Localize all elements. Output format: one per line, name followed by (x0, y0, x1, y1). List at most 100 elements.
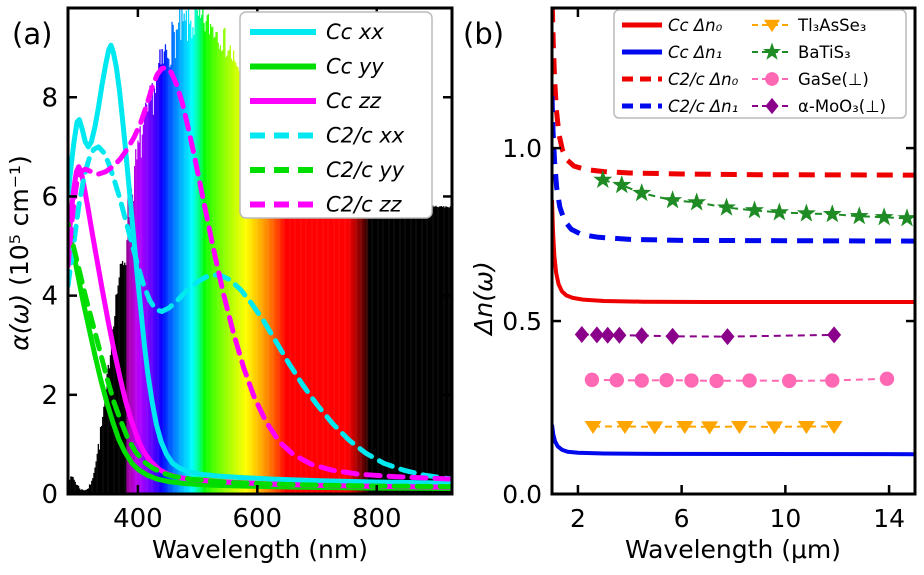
legend-b-box (613, 9, 907, 119)
spectrum-strip (280, 161, 282, 493)
series--moo- (574, 326, 842, 346)
spectrum-strip (410, 204, 412, 493)
triangle-down-marker (731, 421, 748, 434)
spectrum-strip (295, 182, 297, 493)
spectrum-strip (391, 203, 393, 493)
star-marker (849, 206, 869, 225)
spectrum-strip (316, 198, 318, 493)
spectrum-strip (340, 204, 343, 493)
spectrum-strip (393, 203, 395, 493)
spectrum-strip (91, 480, 93, 493)
spectrum-strip (307, 192, 310, 493)
panel-b-letter: (b) (463, 17, 504, 51)
spectrum-strip (346, 205, 348, 493)
spectrum-strip (368, 205, 370, 493)
spectrum-strip (235, 62, 237, 493)
spectrum-strip (164, 44, 167, 493)
spectrum-strip (323, 200, 325, 493)
spectrum-strip (83, 490, 85, 493)
spectrum-strip (69, 479, 71, 493)
spectrum-strip (421, 206, 423, 493)
spectrum-strip (98, 449, 101, 493)
spectrum-strip (180, 39, 182, 493)
spectrum-strip (212, 26, 214, 493)
spectrum-strip (303, 189, 305, 493)
spectrum-strip (343, 205, 345, 493)
spectrum-strip (109, 355, 112, 493)
x-tick-label: 600 (232, 504, 282, 534)
spectrum-strip (349, 204, 351, 493)
triangle-down-marker (701, 421, 719, 435)
spectrum-strip (390, 204, 392, 493)
spectrum-strip (285, 171, 288, 493)
spectrum-strip (80, 489, 82, 493)
spectrum-strip (262, 128, 264, 493)
triangle-down-marker (797, 421, 815, 434)
triangle-down-marker (766, 421, 783, 435)
spectrum-strip (351, 206, 354, 493)
spectrum-strip (258, 117, 260, 493)
spectrum-strip (130, 188, 132, 493)
curve-c2-c-zz (69, 65, 451, 482)
spectrum-strip (206, 15, 208, 493)
spectrum-strip (116, 293, 118, 493)
spectrum-strip (121, 261, 124, 493)
spectrum-strip (433, 206, 435, 493)
circle-marker (709, 373, 724, 389)
spectrum-strip (145, 102, 147, 493)
spectrum-strip (376, 204, 378, 493)
spectrum-strip (270, 144, 272, 493)
legend-b-label: Cc Δn₀ (668, 16, 723, 35)
spectrum-strip (446, 206, 448, 493)
spectrum-strip (355, 206, 357, 493)
spectrum-strip (319, 200, 322, 493)
spectrum-strip (203, 23, 205, 493)
spectrum-strip (252, 106, 255, 493)
spectrum-strip (76, 485, 79, 493)
spectrum-strip (293, 180, 295, 493)
spectrum-strip (77, 485, 80, 493)
spectrum-strip (225, 57, 227, 493)
spectrum-strip (182, 21, 184, 493)
spectrum-strip (148, 90, 150, 493)
spectrum-strip (333, 202, 335, 493)
x-tick-label: 6 (674, 504, 690, 533)
star-marker (717, 197, 736, 216)
spectrum-strip (163, 51, 165, 493)
spectrum-strip (143, 109, 146, 493)
curve-c2-c-xx (69, 144, 451, 482)
spectrum-strip (79, 488, 81, 493)
spectrum-strip (402, 203, 404, 493)
spectrum-strip (313, 195, 315, 493)
spectrum-strip (306, 192, 308, 493)
panel-a-ylabel-math: α(ω) (5, 286, 34, 351)
spectrum-strip (413, 206, 415, 493)
spectrum-strip (392, 205, 394, 493)
spectrum-strip (411, 204, 413, 493)
spectrum-strip (384, 204, 387, 493)
diamond-marker (600, 326, 615, 344)
spectrum-strip (297, 184, 300, 493)
spectrum-strip (193, 35, 195, 493)
spectrum-strip (237, 67, 239, 493)
triangle-down-marker (646, 421, 664, 435)
spectrum-strip (305, 191, 307, 493)
spectrum-strip (97, 443, 99, 493)
spectrum-strip (85, 489, 87, 493)
legend-b: Cc Δn₀ Cc Δn₁ C2/c Δn₀ C2/c Δn₁ Tl₃AsSe₃ BaTi… (613, 9, 907, 119)
spectrum-strip (99, 427, 102, 493)
series-tl-asse- (584, 421, 843, 435)
spectrum-strip (88, 484, 91, 493)
spectrum-strip (174, 58, 176, 493)
spectrum-strip (358, 205, 360, 493)
spectrum-strip (196, 10, 198, 493)
spectrum-strip (369, 206, 371, 493)
spectrum-strip (439, 206, 442, 493)
curve-cc-yy (69, 219, 451, 491)
spectrum-strip (82, 489, 84, 493)
spectrum-strip (314, 197, 316, 493)
spectrum-strip (184, 20, 186, 493)
spectrum-strip (434, 206, 436, 493)
legend-b-label: Cc Δn₁ (668, 43, 722, 62)
spectrum-strip (201, 14, 203, 493)
